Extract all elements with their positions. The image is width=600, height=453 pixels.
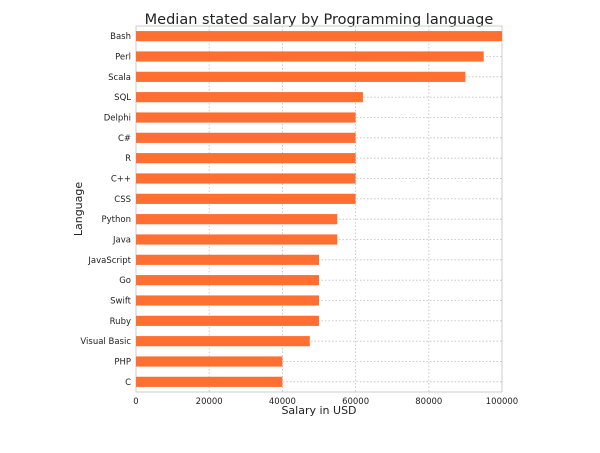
y-tick-label: SQL	[114, 93, 131, 103]
bar-go	[136, 275, 319, 286]
bar-r	[136, 153, 356, 164]
y-tick-label: Go	[119, 276, 131, 286]
y-tick-label: Visual Basic	[80, 337, 131, 347]
x-tick-label: 100000	[486, 397, 518, 407]
x-tick-label: 80000	[415, 397, 442, 407]
y-tick-label: C++	[111, 175, 131, 185]
bar-visual-basic	[136, 336, 310, 347]
y-tick-label: C	[125, 378, 131, 388]
plot-frame	[135, 25, 503, 393]
y-axis-label: Language	[72, 182, 85, 237]
y-tick-label: Python	[102, 215, 131, 225]
bar-css	[136, 193, 356, 204]
x-tick-label: 0	[133, 397, 138, 407]
y-tick-label: CSS	[114, 195, 131, 205]
bar-perl	[136, 51, 484, 62]
x-tick-label: 40000	[269, 397, 296, 407]
bar-delphi	[136, 112, 356, 123]
y-tick-labels: Bash Perl Scala SQL Delphi C# R C++ CSS Python Jav…	[80, 32, 131, 388]
bar-swift	[136, 295, 319, 306]
x-tick-labels: 0 20000 40000 60000 80000 100000	[133, 397, 518, 407]
y-tick-label: Java	[112, 236, 131, 246]
bar-java	[136, 234, 338, 245]
x-axis-label: Salary in USD	[281, 404, 356, 417]
bar-c	[136, 376, 283, 387]
bar-ruby	[136, 315, 319, 326]
bar-c-	[136, 132, 356, 143]
bar-scala	[136, 71, 466, 82]
x-tick-label: 60000	[342, 397, 369, 407]
bar-bash	[136, 31, 502, 42]
bars	[136, 31, 502, 387]
y-tick-label: Delphi	[104, 114, 131, 124]
chart-title: Median stated salary by Programming lang…	[145, 12, 494, 28]
y-tick-label: R	[125, 154, 131, 164]
bar-c-	[136, 173, 356, 184]
y-tick-label: C#	[118, 134, 131, 144]
bar-php	[136, 356, 283, 367]
y-tick-label: Ruby	[110, 317, 131, 327]
bar-sql	[136, 92, 363, 103]
bar-python	[136, 214, 338, 225]
y-tick-label: Swift	[110, 297, 132, 307]
y-tick-label: JavaScript	[87, 256, 131, 266]
bar-javascript	[136, 254, 319, 265]
y-tick-label: Perl	[115, 53, 131, 63]
y-tick-label: Scala	[108, 73, 131, 83]
x-tick-label: 20000	[196, 397, 223, 407]
y-tick-label: PHP	[114, 358, 131, 368]
y-tick-label: Bash	[110, 32, 131, 42]
